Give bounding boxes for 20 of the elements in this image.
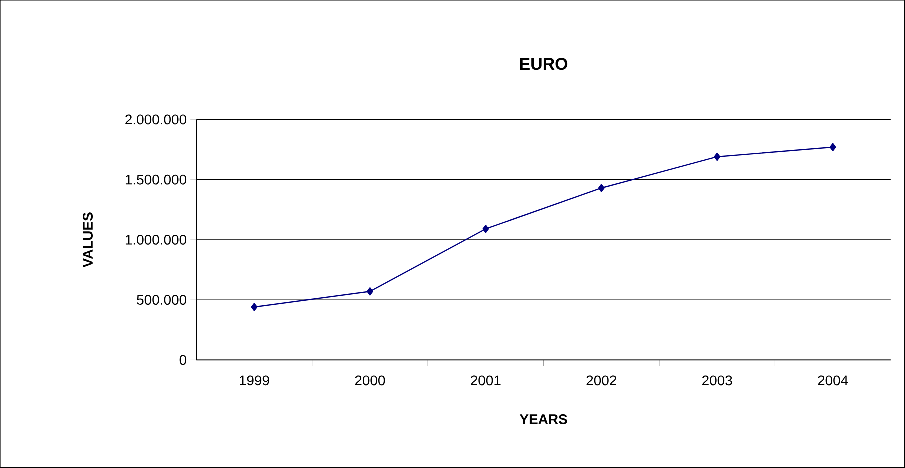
x-tick-label: 2004 (818, 376, 848, 386)
x-tick-label: 2003 (702, 376, 732, 386)
point (366, 287, 374, 296)
y-tick-label: 500.000 (137, 295, 187, 305)
x-tick-label: 2002 (586, 376, 616, 386)
point (482, 224, 490, 234)
point (714, 152, 721, 161)
chart-title: EURO (520, 58, 568, 70)
point (251, 303, 258, 312)
point (830, 143, 836, 152)
point (598, 184, 605, 192)
x-tick-label: 2001 (471, 376, 501, 386)
x-tick-label: 2000 (355, 376, 386, 386)
y-tick-label: 0 (180, 355, 187, 366)
y-tick-label: 1.500.000 (126, 174, 187, 185)
x-axis-title: YEARS (520, 414, 568, 424)
y-axis-title: VALUES (83, 212, 94, 268)
y-tick-label: 1.000.000 (126, 234, 187, 245)
x-tick-label: 1999 (240, 376, 270, 386)
y-tick-label: 2.000.000 (126, 114, 187, 125)
